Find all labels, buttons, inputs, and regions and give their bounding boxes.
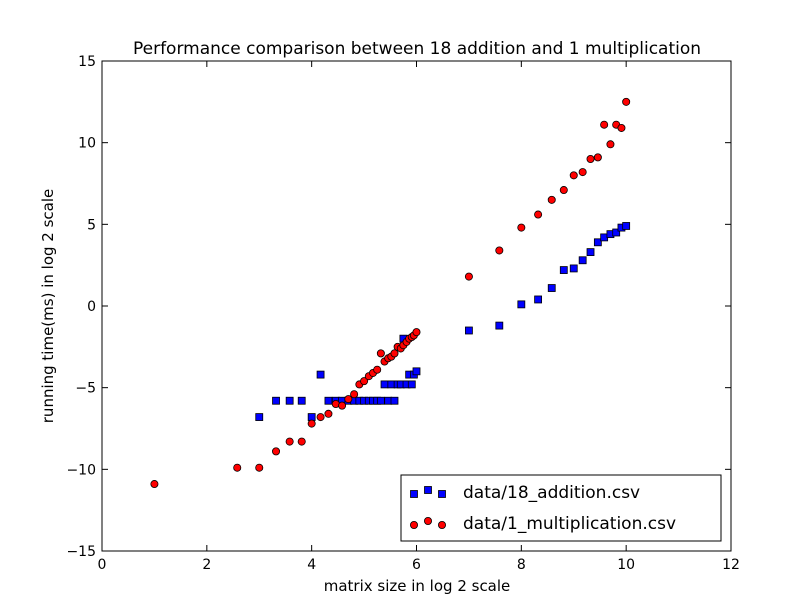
x-tick-label: 4 <box>307 557 316 573</box>
y-tick-label: −15 <box>66 544 96 560</box>
data-point <box>390 396 399 405</box>
data-point <box>559 186 568 195</box>
data-point <box>569 171 578 180</box>
y-axis-label: running time(ms) in log 2 scale <box>39 189 57 423</box>
data-point <box>272 396 280 405</box>
data-point <box>316 413 325 422</box>
data-point <box>412 367 421 376</box>
data-point <box>272 447 281 456</box>
data-point <box>324 409 333 418</box>
legend-marker <box>409 521 418 530</box>
data-point <box>412 328 421 337</box>
y-tick-label: 5 <box>87 217 96 233</box>
legend-marker <box>423 517 432 526</box>
y-tick-label: 15 <box>78 54 96 70</box>
data-point <box>307 419 316 428</box>
data-point <box>617 123 626 132</box>
data-point <box>344 395 353 404</box>
data-point <box>593 153 602 162</box>
data-point <box>578 256 587 265</box>
legend-label: data/18_addition.csv <box>463 483 640 503</box>
x-tick-label: 6 <box>412 557 421 573</box>
data-point <box>376 349 385 358</box>
x-tick-label: 2 <box>202 557 211 573</box>
data-point <box>297 396 306 405</box>
legend-box <box>400 474 722 542</box>
legend-label: data/1_multiplication.csv <box>463 514 676 534</box>
legend: data/18_addition.csv data/1_multiplicatio… <box>400 474 722 542</box>
data-point <box>360 377 369 386</box>
data-point <box>373 365 382 374</box>
data-point <box>465 326 473 335</box>
legend-entry: data/18_addition.csv <box>410 483 640 503</box>
x-tick-label: 12 <box>722 557 740 573</box>
x-axis-label: matrix size in log 2 scale <box>324 577 511 595</box>
data-point <box>593 238 602 247</box>
data-point <box>390 349 399 358</box>
data-point <box>376 396 385 405</box>
legend-marker <box>438 490 446 498</box>
data-point <box>495 321 504 330</box>
data-point <box>285 437 294 446</box>
data-point <box>534 210 543 219</box>
legend-entry: data/1_multiplication.csv <box>409 514 676 534</box>
axes: 0 2 4 6 8 10 12 −15 −10 −5 0 5 10 15 <box>66 54 739 573</box>
data-point <box>324 396 333 405</box>
data-point <box>255 463 264 472</box>
legend-marker <box>410 490 418 498</box>
y-tick-label: −10 <box>66 462 96 478</box>
data-point <box>569 264 578 273</box>
data-point <box>586 248 595 257</box>
data-point <box>547 195 556 204</box>
chart-title: Performance comparison between 18 additi… <box>133 39 701 59</box>
data-point <box>316 370 325 379</box>
data-point <box>600 120 609 129</box>
x-tick-label: 10 <box>617 557 635 573</box>
data-point <box>622 97 631 106</box>
data-point <box>606 140 615 149</box>
data-point <box>464 272 473 281</box>
legend-marker <box>424 486 432 494</box>
data-point <box>285 396 294 405</box>
data-point <box>495 246 504 255</box>
data-point <box>586 154 595 163</box>
data-point <box>307 413 316 421</box>
data-point <box>622 222 631 230</box>
data-point <box>233 463 242 472</box>
data-point <box>612 228 621 237</box>
data-point <box>338 401 347 410</box>
series-0 <box>255 222 631 421</box>
y-tick-label: 10 <box>78 136 96 152</box>
plot-area <box>150 97 631 489</box>
data-point <box>255 413 264 421</box>
y-tick-label: 0 <box>87 299 96 315</box>
series-1 <box>150 97 631 489</box>
data-point <box>380 380 389 389</box>
data-point <box>150 480 159 489</box>
data-point <box>578 168 587 177</box>
data-point <box>534 295 543 304</box>
x-tick-label: 8 <box>517 557 526 573</box>
data-point <box>407 380 416 389</box>
x-tick-label: 0 <box>98 557 107 573</box>
y-tick-label: −5 <box>75 381 96 397</box>
data-point <box>517 223 526 232</box>
data-point <box>297 437 306 446</box>
legend-marker <box>437 521 446 530</box>
data-point <box>547 284 556 292</box>
data-point <box>350 390 359 399</box>
data-point <box>517 300 526 309</box>
data-point <box>559 266 568 274</box>
